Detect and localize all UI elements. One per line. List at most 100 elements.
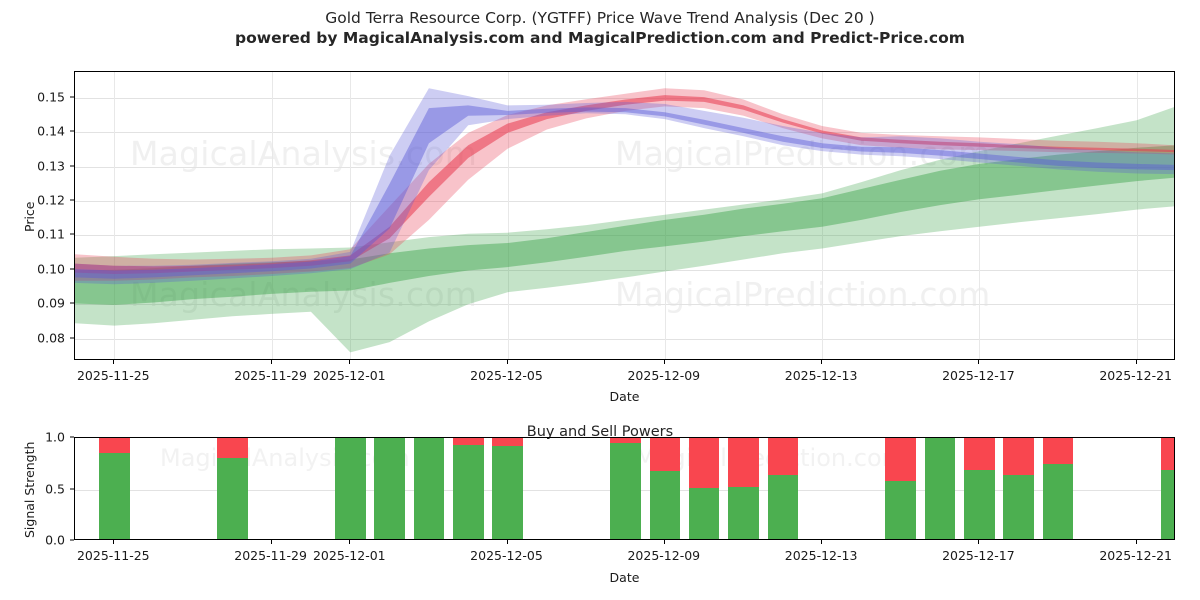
signal-x-tick-label: 2025-12-05 xyxy=(470,548,543,563)
signal-bar-sell xyxy=(767,438,799,476)
signal-x-tick-label: 2025-12-09 xyxy=(627,548,701,563)
price-x-tick-label: 2025-12-13 xyxy=(784,368,858,383)
signal-bar-sell xyxy=(688,438,720,488)
signal-y-tick-mark xyxy=(70,436,74,438)
signal-bar[interactable] xyxy=(767,438,799,539)
signal-bar[interactable] xyxy=(374,438,405,539)
band-red-band xyxy=(75,88,1174,281)
signal-x-tick-mark xyxy=(1135,540,1137,544)
band-blue-core-band xyxy=(75,105,1174,279)
price-chart-panel: MagicalAnalysis.com MagicalPrediction.co… xyxy=(22,71,1175,404)
price-y-tick-label: 0.10 xyxy=(37,261,65,277)
signal-bar[interactable] xyxy=(924,438,956,539)
price-y-tick-mark xyxy=(70,233,74,235)
price-x-tick-mark xyxy=(349,360,351,364)
signal-bar-buy xyxy=(374,438,405,539)
price-y-tick-label: 0.08 xyxy=(37,330,65,346)
signal-bar-sell xyxy=(610,438,641,444)
signal-y-tick-mark xyxy=(70,488,74,489)
price-y-tick-mark xyxy=(70,268,74,270)
price-y-tick-mark xyxy=(70,130,74,132)
signal-bar-sell xyxy=(452,438,484,446)
signal-bar-sell xyxy=(1003,438,1035,476)
price-x-tick-mark xyxy=(978,360,980,364)
price-x-tick-label: 2025-11-25 xyxy=(76,368,150,383)
signal-bar-buy xyxy=(964,470,995,539)
price-y-tick-label: 0.15 xyxy=(37,89,65,105)
signal-bar-sell xyxy=(885,438,917,482)
price-x-tick-mark xyxy=(821,360,823,364)
signal-x-tick-mark xyxy=(663,540,665,544)
signal-x-tick-mark xyxy=(506,540,508,544)
signal-x-tick-label: 2025-11-25 xyxy=(76,548,150,563)
price-y-tick-mark xyxy=(70,96,74,98)
signal-bar-buy xyxy=(1042,463,1074,539)
signal-bar-buy xyxy=(1003,475,1035,539)
signal-bar-buy xyxy=(885,481,917,539)
price-y-tick-mark xyxy=(70,165,74,167)
signal-bar[interactable] xyxy=(99,438,130,539)
signal-bar[interactable] xyxy=(452,438,484,539)
signal-bar[interactable] xyxy=(688,438,720,539)
price-x-tick-label: 2025-12-21 xyxy=(1099,368,1173,383)
signal-x-tick-mark xyxy=(349,540,351,544)
signal-bar[interactable] xyxy=(413,438,445,539)
signal-y-axis-title: Signal Strength xyxy=(22,441,37,538)
title-line-2: powered by MagicalAnalysis.com and Magic… xyxy=(235,29,965,48)
signal-x-tick-label: 2025-12-13 xyxy=(784,548,858,563)
signal-bar-sell xyxy=(217,438,248,458)
signal-x-axis-title: Date xyxy=(609,570,640,585)
price-x-tick-label: 2025-12-05 xyxy=(470,368,543,383)
signal-bar[interactable] xyxy=(1042,438,1074,539)
signal-bar-buy xyxy=(99,452,130,539)
signal-bar[interactable] xyxy=(1003,438,1035,539)
signal-bar-buy xyxy=(334,438,366,539)
page-title: Gold Terra Resource Corp. (YGTFF) Price … xyxy=(0,8,1200,49)
signal-bar-sell xyxy=(1160,438,1174,470)
price-x-tick-mark xyxy=(506,360,508,364)
price-y-tick-label: 0.13 xyxy=(37,158,65,174)
signal-bar-buy xyxy=(492,446,523,539)
signal-bar[interactable] xyxy=(334,438,366,539)
band-green-outer-band xyxy=(75,107,1174,353)
signal-x-tick-label: 2025-12-21 xyxy=(1099,548,1173,563)
signal-bar-buy xyxy=(767,475,799,539)
price-y-tick-label: 0.12 xyxy=(37,192,65,208)
signal-x-tick-label: 2025-11-29 xyxy=(234,548,307,563)
price-y-tick-mark xyxy=(70,337,74,339)
signal-bar[interactable] xyxy=(728,438,759,539)
price-y-tick-mark xyxy=(70,302,74,304)
signal-bar[interactable] xyxy=(492,438,523,539)
signal-plot-area: MagicalAnalysis.com MagicalPrediction.co… xyxy=(74,437,1175,540)
signal-x-tick-label: 2025-12-01 xyxy=(312,548,386,563)
signal-bar[interactable] xyxy=(610,438,641,539)
signal-bar-sell xyxy=(1042,438,1074,464)
signal-bar[interactable] xyxy=(885,438,917,539)
price-y-tick-label: 0.11 xyxy=(37,226,65,242)
signal-bar-sell xyxy=(99,438,130,453)
price-x-axis-title: Date xyxy=(609,389,640,404)
signal-x-tick-mark xyxy=(821,540,823,544)
signal-x-tick-label: 2025-12-17 xyxy=(942,548,1015,563)
signal-bar-buy xyxy=(610,443,641,539)
watermark-bars-left: MagicalAnalysis.com xyxy=(160,444,410,472)
signal-bar[interactable] xyxy=(217,438,248,539)
band-green-inner-band xyxy=(75,145,1174,305)
signal-bar-buy xyxy=(452,445,484,539)
signal-y-tick-mark xyxy=(70,539,74,541)
price-x-tick-label: 2025-11-29 xyxy=(234,368,307,383)
signal-bar[interactable] xyxy=(1160,438,1174,539)
signal-y-tick-label: 0.0 xyxy=(45,532,65,548)
price-y-tick-label: 0.14 xyxy=(37,123,65,139)
price-x-tick-mark xyxy=(1135,360,1137,364)
signal-bar-sell xyxy=(728,438,759,487)
signal-bar[interactable] xyxy=(964,438,995,539)
title-line-1: Gold Terra Resource Corp. (YGTFF) Price … xyxy=(325,9,875,27)
signal-bar[interactable] xyxy=(649,438,681,539)
signal-chart-panel: Buy and Sell Powers MagicalAnalysis.com … xyxy=(0,410,1200,600)
signal-x-tick-mark xyxy=(270,540,272,544)
signal-x-tick-mark xyxy=(978,540,980,544)
signal-bar-buy xyxy=(924,438,956,539)
signal-bar-buy xyxy=(217,457,248,539)
